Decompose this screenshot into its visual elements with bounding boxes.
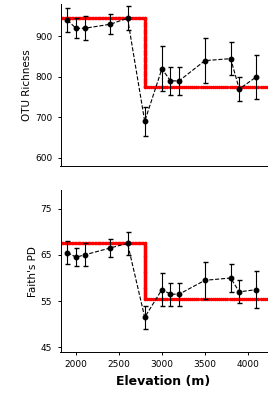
Y-axis label: OTU Richness: OTU Richness bbox=[22, 49, 32, 121]
Y-axis label: Faith's PD: Faith's PD bbox=[28, 246, 38, 296]
X-axis label: Elevation (m): Elevation (m) bbox=[117, 375, 211, 388]
